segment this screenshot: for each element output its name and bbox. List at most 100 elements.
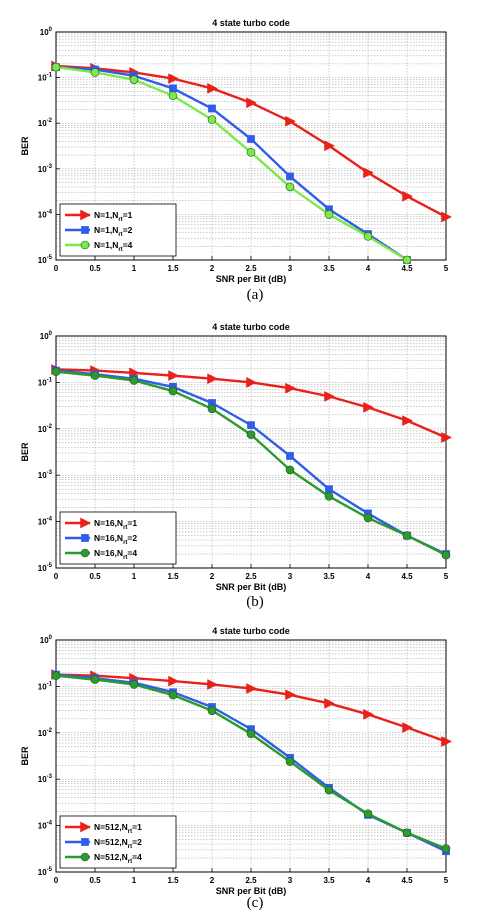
y-tick-label: 10-4	[38, 517, 53, 527]
x-axis-label: SNR per Bit (dB)	[216, 274, 287, 284]
marker-circle	[363, 513, 373, 523]
y-tick-label: 10-3	[38, 164, 53, 174]
marker-triangle	[246, 97, 258, 109]
x-tick-label: 3.5	[323, 572, 335, 581]
series-1	[51, 364, 452, 443]
x-tick-label: 4	[366, 572, 371, 581]
marker-square	[81, 534, 89, 542]
marker-square	[286, 172, 294, 181]
chart-title: 4 state turbo code	[212, 322, 290, 332]
marker-circle	[207, 404, 217, 414]
marker-triangle	[363, 167, 375, 179]
legend-entry: N=16,Nrt=1	[94, 518, 137, 531]
y-tick-label: 10-1	[38, 73, 53, 83]
marker-triangle	[168, 675, 180, 687]
marker-triangle	[441, 432, 452, 443]
x-tick-label: 3	[288, 876, 293, 885]
marker-triangle	[363, 401, 375, 413]
marker-circle	[363, 232, 373, 241]
series-3	[51, 62, 412, 265]
x-tick-label: 4.5	[401, 264, 413, 273]
marker-circle	[285, 182, 295, 192]
chart-panel-1: 0 0.5 1 1.5 2 2.5 3 3.5 4 4.5 5 10-5 10-4 10-3 10-2 10-…	[20, 18, 452, 303]
marker-circle	[51, 62, 61, 72]
x-tick-label: 2.5	[245, 264, 257, 273]
marker-circle	[129, 680, 139, 689]
x-tick-label: 5	[444, 264, 449, 273]
marker-circle	[441, 844, 451, 853]
y-tick-label: 10-2	[38, 424, 53, 434]
y-tick-label: 100	[40, 635, 53, 645]
marker-circle	[90, 675, 100, 684]
x-tick-label: 2.5	[245, 876, 257, 885]
x-tick-label: 2.5	[245, 572, 257, 581]
panel-caption: (b)	[246, 594, 264, 610]
y-tick-label: 10-2	[38, 118, 53, 128]
marker-triangle	[285, 382, 297, 394]
marker-triangle	[80, 209, 92, 221]
marker-square	[247, 135, 255, 143]
x-tick-label: 0	[54, 876, 59, 885]
y-tick-label: 10-1	[38, 377, 53, 387]
legend-entry: N=16,Nrt=2	[94, 533, 137, 546]
marker-circle	[51, 671, 61, 681]
marker-triangle	[80, 517, 92, 529]
x-tick-label: 4.5	[401, 876, 413, 885]
marker-triangle	[402, 190, 414, 202]
x-tick-label: 1.5	[167, 264, 179, 273]
legend-entry: N=512,Nrt=2	[94, 837, 142, 850]
marker-triangle	[207, 82, 219, 94]
marker-triangle	[246, 683, 258, 694]
marker-circle	[441, 550, 451, 560]
x-tick-label: 2	[210, 572, 215, 581]
x-axis-label: SNR per Bit (dB)	[216, 886, 287, 896]
x-tick-label: 0	[54, 264, 59, 273]
marker-square	[286, 452, 294, 460]
marker-circle	[246, 729, 256, 739]
marker-circle	[324, 210, 334, 219]
x-tick-label: 4.5	[401, 572, 413, 581]
panel-caption: (a)	[247, 287, 264, 303]
x-tick-label: 1	[132, 876, 137, 885]
legend-entry: N=1,Nrt=2	[94, 225, 133, 238]
x-tick-label: 1.5	[167, 572, 179, 581]
marker-circle	[207, 706, 217, 715]
marker-circle	[402, 255, 412, 265]
grid	[55, 336, 447, 569]
marker-triangle	[207, 679, 219, 690]
series-3	[51, 671, 451, 853]
marker-triangle	[324, 390, 336, 402]
x-tick-label: 0.5	[89, 876, 101, 885]
marker-triangle	[285, 689, 297, 701]
x-tick-label: 0.5	[89, 264, 101, 273]
marker-circle	[129, 376, 139, 385]
marker-circle	[402, 828, 412, 838]
x-tick-label: 0	[54, 572, 59, 581]
x-tick-label: 4	[366, 876, 371, 885]
legend: N=1,Nrt=1 N=1,Nrt=2 N=1,Nrt=4	[59, 203, 177, 257]
marker-square	[81, 226, 89, 234]
marker-circle	[363, 809, 373, 819]
y-axis-label: BER	[20, 442, 30, 462]
marker-circle	[80, 240, 90, 250]
marker-circle	[168, 690, 178, 700]
marker-square	[81, 838, 89, 846]
marker-circle	[90, 68, 100, 77]
x-tick-label: 3.5	[323, 264, 335, 273]
marker-circle	[51, 367, 61, 377]
chart-title: 4 state turbo code	[212, 626, 290, 636]
marker-triangle	[363, 708, 375, 720]
marker-circle	[246, 148, 256, 157]
legend-entry: N=1,Nrt=1	[94, 210, 133, 223]
x-tick-label: 3	[288, 572, 293, 581]
legend-entry: N=512,Nrt=1	[94, 822, 142, 835]
y-tick-label: 10-4	[38, 821, 53, 831]
marker-circle	[324, 492, 334, 501]
panel-caption: (c)	[247, 895, 264, 911]
marker-square	[247, 421, 255, 429]
x-tick-label: 3.5	[323, 876, 335, 885]
y-tick-label: 10-5	[38, 867, 53, 877]
series-line	[55, 65, 408, 261]
y-axis-label: BER	[20, 136, 30, 156]
